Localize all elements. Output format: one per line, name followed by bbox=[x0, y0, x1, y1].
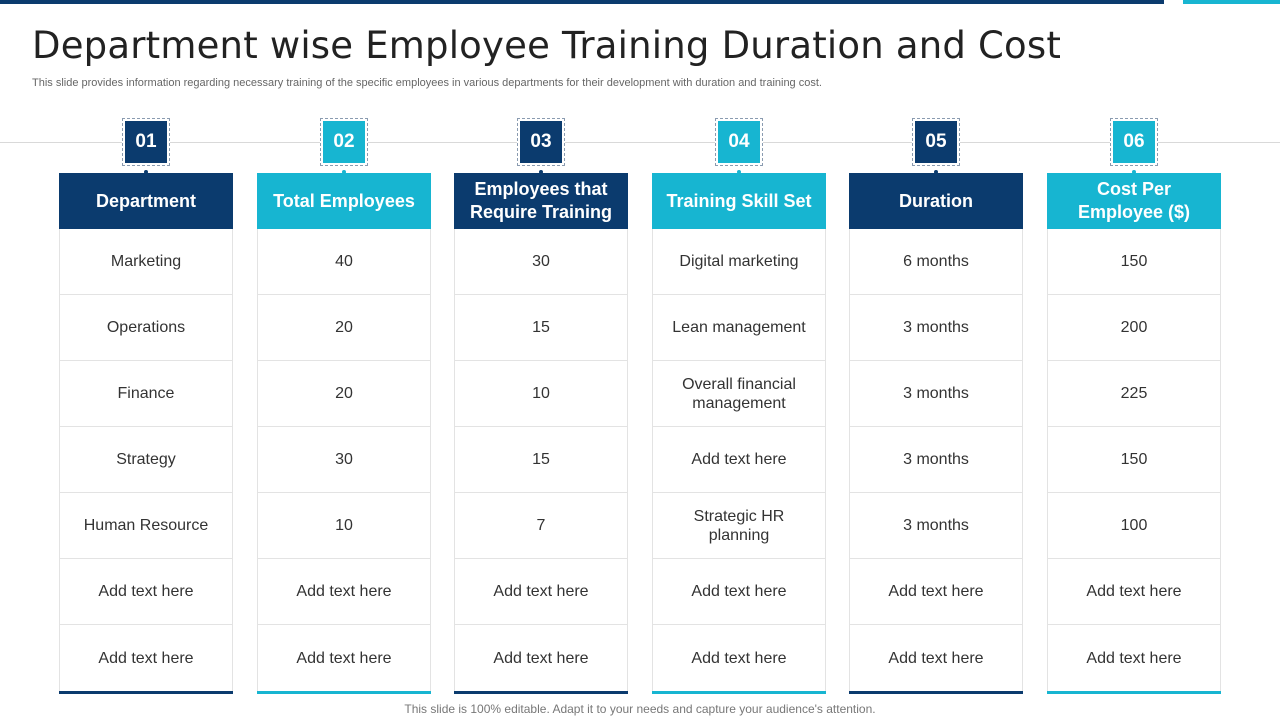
column-bottom-line bbox=[652, 691, 826, 694]
table-cell: Add text here bbox=[653, 427, 825, 493]
number-badge: 05 bbox=[912, 118, 960, 166]
number-badge: 06 bbox=[1110, 118, 1158, 166]
page-subtitle: This slide provides information regardin… bbox=[32, 77, 822, 89]
table-cell: 10 bbox=[258, 493, 430, 559]
badge-number: 05 bbox=[915, 121, 957, 163]
table-cell: Add text here bbox=[1048, 559, 1220, 625]
table-cell: Add text here bbox=[691, 649, 787, 667]
table-cell: 15 bbox=[455, 295, 627, 361]
column-header: Duration bbox=[849, 173, 1023, 229]
column-bottom-line bbox=[257, 691, 431, 694]
table-cell: Add text here bbox=[888, 649, 984, 667]
table-cell: 7 bbox=[455, 493, 627, 559]
column-body: 150 200 225 150 100 Add text here Add te… bbox=[1047, 229, 1221, 693]
table-cell: 20 bbox=[258, 361, 430, 427]
table-cell: Add text here bbox=[1086, 649, 1182, 667]
table-cell: Add text here bbox=[60, 559, 232, 625]
table-cell: 3 months bbox=[850, 493, 1022, 559]
column-body: Digital marketing Lean management Overal… bbox=[652, 229, 826, 693]
table-cell: Add text here bbox=[455, 559, 627, 625]
table-cell: Add text here bbox=[493, 649, 589, 667]
table-cell: Lean management bbox=[653, 295, 825, 361]
table-cell: Overall financial management bbox=[653, 361, 825, 427]
column-header: Total Employees bbox=[257, 173, 431, 229]
table-cell: Marketing bbox=[60, 229, 232, 295]
column-body: Marketing Operations Finance Strategy Hu… bbox=[59, 229, 233, 693]
column-bottom-line bbox=[454, 691, 628, 694]
column-body: 30 15 10 15 7 Add text here Add text her… bbox=[454, 229, 628, 693]
number-badge: 01 bbox=[122, 118, 170, 166]
table-cell: Human Resource bbox=[60, 493, 232, 559]
badge-number: 06 bbox=[1113, 121, 1155, 163]
table-cell: 3 months bbox=[850, 361, 1022, 427]
table-cell: Add text here bbox=[258, 559, 430, 625]
table-cell: 150 bbox=[1048, 427, 1220, 493]
table-cell: Add text here bbox=[653, 559, 825, 625]
table-cell: 200 bbox=[1048, 295, 1220, 361]
column-bottom-line bbox=[59, 691, 233, 694]
table-cell: Add text here bbox=[296, 649, 392, 667]
table-cell: 100 bbox=[1048, 493, 1220, 559]
table-cell: 30 bbox=[258, 427, 430, 493]
footer-note: This slide is 100% editable. Adapt it to… bbox=[404, 702, 876, 716]
table-cell: 10 bbox=[455, 361, 627, 427]
number-badge: 04 bbox=[715, 118, 763, 166]
badge-number: 01 bbox=[125, 121, 167, 163]
top-accent-bar-dark bbox=[0, 0, 1164, 4]
column-bottom-line bbox=[1047, 691, 1221, 694]
table-cell: 3 months bbox=[850, 295, 1022, 361]
table-cell: Digital marketing bbox=[653, 229, 825, 295]
table-cell: 3 months bbox=[850, 427, 1022, 493]
table-cell: Strategy bbox=[60, 427, 232, 493]
column-header: Department bbox=[59, 173, 233, 229]
table-cell: Strategic HR planning bbox=[653, 493, 825, 559]
table-cell: 150 bbox=[1048, 229, 1220, 295]
column-header: Training Skill Set bbox=[652, 173, 826, 229]
column-body: 6 months 3 months 3 months 3 months 3 mo… bbox=[849, 229, 1023, 693]
column-header: Cost Per Employee ($) bbox=[1047, 173, 1221, 229]
number-badge: 03 bbox=[517, 118, 565, 166]
table-cell: Operations bbox=[60, 295, 232, 361]
table-cell: Add text here bbox=[850, 559, 1022, 625]
divider-line bbox=[0, 142, 1280, 143]
badge-number: 02 bbox=[323, 121, 365, 163]
table-cell: Finance bbox=[60, 361, 232, 427]
badge-number: 04 bbox=[718, 121, 760, 163]
badge-number: 03 bbox=[520, 121, 562, 163]
table-cell: 6 months bbox=[850, 229, 1022, 295]
number-badge: 02 bbox=[320, 118, 368, 166]
column-bottom-line bbox=[849, 691, 1023, 694]
table-cell: 40 bbox=[258, 229, 430, 295]
table-cell: Add text here bbox=[98, 649, 194, 667]
top-accent-bar-light bbox=[1183, 0, 1280, 4]
column-header: Employees that Require Training bbox=[454, 173, 628, 229]
table-cell: 30 bbox=[455, 229, 627, 295]
page-title: Department wise Employee Training Durati… bbox=[32, 24, 1062, 67]
table-cell: 225 bbox=[1048, 361, 1220, 427]
table-cell: 20 bbox=[258, 295, 430, 361]
column-body: 40 20 20 30 10 Add text here Add text he… bbox=[257, 229, 431, 693]
table-cell: 15 bbox=[455, 427, 627, 493]
